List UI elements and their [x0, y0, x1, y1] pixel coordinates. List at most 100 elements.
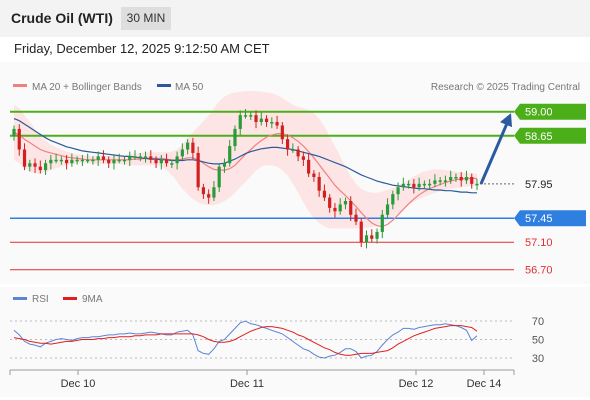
candle-body — [238, 115, 242, 129]
candle-body — [143, 156, 148, 158]
resistance-price-tag-bg — [514, 127, 586, 144]
candle-body — [54, 159, 58, 162]
candle-body — [443, 180, 448, 182]
candle-body — [33, 163, 37, 167]
candle-body — [433, 180, 437, 184]
rsi-tick-label: 30 — [532, 353, 544, 365]
candle-body — [96, 156, 100, 160]
rsi-legend-label: RSI — [32, 294, 49, 305]
candle-body — [233, 128, 237, 147]
candle-body — [196, 152, 200, 188]
candle-body — [349, 201, 353, 215]
candle-body — [107, 159, 111, 164]
candle-body — [359, 221, 363, 243]
bollinger-band-layer — [14, 91, 477, 229]
timeframe-badge[interactable]: 30 MIN — [121, 7, 171, 30]
candle-body — [422, 183, 426, 186]
candle-body — [164, 159, 169, 164]
candle-body — [333, 207, 337, 212]
pivot-price-tag-bg — [514, 210, 586, 227]
candle-body — [254, 115, 258, 123]
candle-body — [328, 197, 332, 208]
candle-body — [301, 156, 305, 160]
candle-body — [385, 204, 390, 215]
x-axis-tick-label: Dec 14 — [467, 378, 502, 390]
forecast-arrow-head — [500, 113, 512, 128]
candle-body — [70, 159, 74, 164]
x-axis-ticks: Dec 10 Dec 11 Dec 12 Dec 14 — [9, 370, 515, 390]
candle-body — [101, 156, 106, 160]
ma20-legend-swatch — [13, 84, 27, 87]
candle-body — [128, 156, 132, 160]
candle-body — [275, 122, 279, 126]
candle-body — [475, 183, 479, 186]
candle-body — [149, 156, 153, 160]
rsi-tick-label: 50 — [532, 335, 544, 347]
report-datetime: Friday, December 12, 2025 9:12:50 AM CET — [14, 41, 270, 56]
candle-body — [17, 128, 21, 150]
candle-body — [133, 156, 137, 158]
candle-body — [228, 146, 232, 164]
ma50-line — [13, 118, 477, 194]
candle-body — [401, 183, 405, 188]
candle-body — [170, 163, 174, 165]
candle-body — [22, 149, 27, 167]
candlestick-layer — [12, 108, 479, 249]
candle-body — [412, 183, 416, 188]
candle-body — [122, 159, 127, 162]
moving-average-layer — [13, 118, 477, 228]
candle-body — [417, 183, 421, 188]
candle-body — [86, 159, 90, 162]
candle-body — [212, 187, 216, 198]
candle-body — [207, 194, 211, 198]
x-axis-tick-label: Dec 10 — [61, 378, 96, 390]
candle-body — [285, 139, 290, 150]
candle-body — [138, 156, 142, 158]
candle-body — [396, 187, 400, 195]
candle-body — [91, 159, 95, 162]
candle-body — [364, 235, 369, 243]
candle-body — [65, 159, 69, 164]
x-axis-tick-label: Dec 12 — [399, 378, 434, 390]
candle-body — [117, 159, 121, 162]
candle-body — [391, 194, 395, 205]
candle-body — [343, 201, 348, 205]
ma50-legend-label: MA 50 — [175, 82, 204, 93]
candle-body — [80, 159, 84, 162]
candle-body — [370, 235, 374, 239]
candle-body — [470, 176, 474, 184]
candle-body — [459, 176, 463, 181]
candle-body — [454, 176, 458, 179]
ma9-legend-label: 9MA — [82, 294, 103, 305]
candle-body — [175, 156, 179, 164]
forecast-arrow-layer — [479, 113, 512, 185]
bollinger-band-area — [14, 91, 477, 229]
candle-body — [354, 214, 358, 222]
candle-body — [59, 159, 63, 162]
candle-body — [154, 159, 158, 164]
rsi-legend-swatch — [13, 297, 27, 300]
candle-body — [43, 163, 48, 171]
candle-body — [249, 115, 253, 117]
candle-body — [28, 163, 32, 167]
pivot-price-tag-label: 57.45 — [525, 213, 553, 225]
candle-body — [407, 183, 411, 186]
candle-body — [243, 115, 248, 117]
candle-body — [317, 176, 321, 191]
ma50-legend-swatch — [157, 84, 171, 87]
resistance-price-tag-bg — [514, 103, 586, 120]
candle-body — [338, 204, 342, 212]
copyright-text: Research © 2025 Trading Central — [431, 82, 580, 93]
candle-body — [264, 118, 269, 123]
candle-body — [201, 187, 206, 195]
candle-body — [112, 159, 116, 164]
x-axis-tick-label: Dec 11 — [230, 378, 264, 390]
candle-body — [49, 159, 53, 164]
support-price-tag-label: 56.70 — [525, 265, 553, 277]
candle-body — [296, 149, 300, 157]
rsi-ma9-line — [13, 325, 478, 356]
ma20-legend-label: MA 20 + Bollinger Bands — [32, 82, 142, 93]
candle-body — [191, 142, 195, 153]
support-price-tag-label: 57.10 — [525, 237, 553, 249]
